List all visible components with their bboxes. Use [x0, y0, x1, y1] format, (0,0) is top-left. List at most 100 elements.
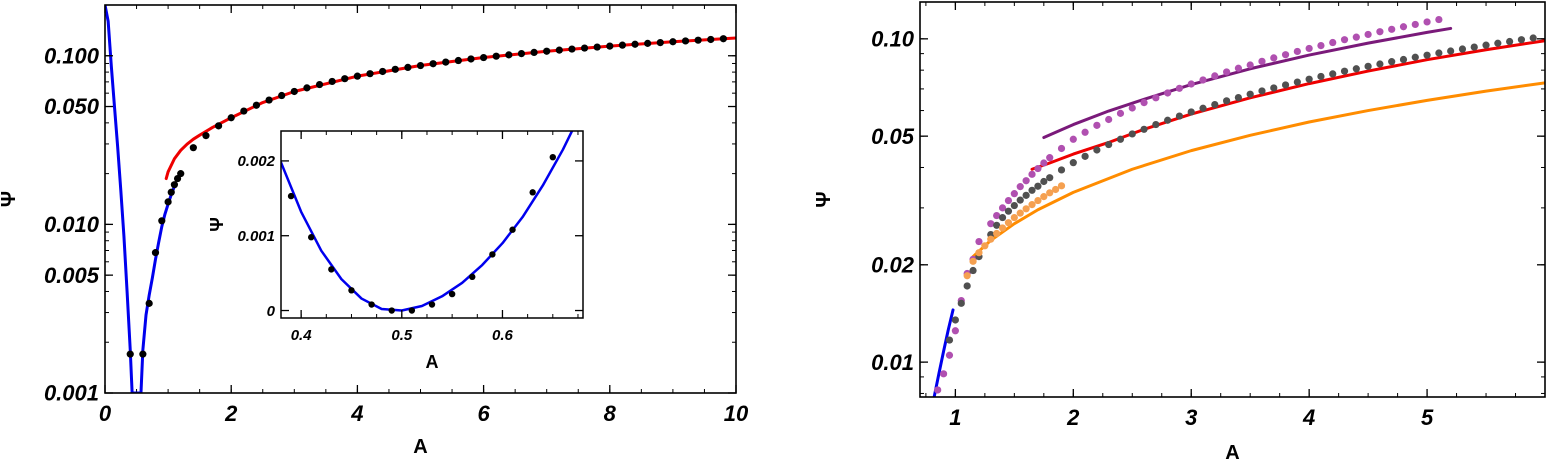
right-chart-series-1-point: [963, 282, 971, 290]
right-chart-series-1-point: [1258, 87, 1266, 95]
inset-chart-y-tick-label: 0.002: [237, 153, 275, 170]
right-chart-series-2-point: [987, 235, 995, 243]
right-chart-series-1-point: [969, 266, 977, 275]
right-chart-series-0-point: [1258, 57, 1266, 65]
left-chart-series-0-point: [618, 41, 627, 49]
inset-chart-series-0-point: [368, 301, 375, 308]
right-chart-series-1-point: [1411, 53, 1419, 61]
right-chart-series-1-point: [1270, 84, 1278, 92]
right-chart-y-axis-title: Ψ: [813, 191, 835, 207]
left-chart-y-tick-label: 0.050: [44, 94, 100, 119]
right-chart-series-1-point: [1458, 45, 1467, 53]
inset-chart-series-0-point: [308, 234, 315, 241]
left-chart-series-0-point: [644, 39, 652, 47]
left-chart-series-0-point: [177, 170, 185, 178]
left-chart-series-layer: [105, 5, 736, 393]
left-chart-x-tick-label: 2: [224, 401, 238, 426]
right-chart-series-0-point: [1016, 183, 1024, 191]
right-chart-series-2-point: [1016, 209, 1024, 217]
right-chart-series-1-point: [1234, 93, 1242, 102]
left-chart-series-0-point: [303, 84, 311, 92]
left-chart-series-0-point: [454, 56, 462, 65]
left-chart-series-0-point: [202, 132, 210, 140]
inset-chart-x-tick-label: 0.5: [391, 327, 413, 344]
right-chart-series-2-point: [969, 257, 977, 265]
left-chart-series-0-point: [530, 48, 538, 56]
left-chart-y-tick-label: 0.100: [44, 43, 100, 68]
left-chart-series-0-point: [656, 38, 664, 47]
left-chart-series-0-point: [366, 70, 374, 78]
right-chart-series-2-point: [993, 229, 1001, 238]
right-chart-series-0-point: [1069, 135, 1077, 143]
left-chart-series-0-point: [126, 350, 134, 358]
right-chart-series-2-point: [1010, 213, 1018, 222]
left-chart-series-0-point: [593, 43, 601, 51]
left-chart-series-0-point: [189, 144, 197, 152]
right-chart-series-6-line: [971, 81, 1545, 259]
inset-chart-y-tick-label: 0: [267, 303, 276, 320]
right-chart-frame: [919, 1, 1546, 398]
left-chart-series-0-point: [505, 51, 513, 59]
inset-chart-x-tick-label: 0.4: [291, 327, 313, 344]
right-chart-series-1-point: [1529, 34, 1537, 42]
right-chart-series-5-line: [1042, 26, 1453, 140]
left-chart-x-tick-label: 10: [724, 401, 749, 426]
right-chart-series-0-point: [945, 351, 954, 359]
right-chart-series-0-point: [1317, 41, 1325, 50]
right-chart-series-2-point: [1034, 196, 1042, 205]
right-chart-series-1-point: [1028, 186, 1036, 194]
left-chart-y-tick-label: 0.005: [44, 263, 100, 288]
left-chart-series-0-point: [214, 122, 223, 130]
inset-chart-series-0-point: [287, 192, 295, 200]
right-chart-series-0-point: [1010, 190, 1018, 198]
right-chart-x-tick-label: 3: [1185, 405, 1197, 430]
inset-chart-series-1-line: [281, 131, 574, 312]
right-chart-x-tick-label: 1: [949, 405, 961, 430]
right-chart-series-1-point: [1447, 47, 1455, 55]
right-chart-series-0-point: [1164, 89, 1172, 97]
inset-chart-y-axis-title: Ψ: [207, 217, 227, 232]
right-chart-series-0-point: [939, 370, 948, 378]
right-chart-series-0-point: [1329, 38, 1337, 47]
right-chart-series-1-point: [1281, 81, 1290, 89]
right-chart-series-0-point: [1093, 121, 1101, 129]
right-chart-series-0-point: [1435, 15, 1443, 24]
right-chart-series-0-point: [1246, 61, 1254, 69]
left-chart-inset: 0.4 0.5 0.6 0 0.001 0.002 A Ψ: [207, 130, 584, 372]
right-chart-series-1-point: [1494, 39, 1502, 47]
left-chart-y-tick-label: 0.010: [44, 212, 100, 237]
left-chart-x-tick-label: 6: [477, 401, 490, 426]
left-chart-series-0-point: [606, 42, 614, 50]
right-chart-series-1-point: [1388, 58, 1396, 66]
left-chart-series-0-point: [145, 299, 153, 307]
left-chart-series-0-point: [517, 49, 526, 58]
right-chart-series-0-point: [1022, 177, 1030, 185]
right-chart-y-tick-label: 0.02: [871, 252, 915, 277]
inset-chart-series-0-point: [428, 301, 436, 308]
right-chart-series-1-point: [1482, 41, 1490, 49]
right-chart-series-1-point: [1517, 36, 1526, 44]
inset-chart-series-0-point: [549, 153, 556, 161]
right-chart-series-2-point: [998, 224, 1007, 232]
left-chart-series-0-point: [543, 47, 551, 55]
right-chart-series-1-point: [1199, 104, 1207, 112]
right-chart-series-1-point: [1046, 174, 1054, 182]
left-chart-series-0-point: [391, 65, 399, 73]
inset-chart-series-0-point: [448, 290, 456, 298]
right-chart-series-0-point: [1199, 76, 1207, 84]
right-chart-series-0-point: [1376, 28, 1384, 36]
inset-chart-series-0-point: [348, 287, 355, 294]
right-chart-y-tick-label: 0.10: [871, 27, 915, 52]
right-chart-series-0-point: [987, 220, 995, 228]
right-chart-series-0-point: [1423, 18, 1431, 26]
left-chart-series-0-point: [290, 87, 298, 96]
right-chart-series-1-point: [1016, 196, 1024, 204]
left-chart-series-0-point: [170, 181, 179, 189]
right-chart-series-1-point: [1093, 146, 1101, 154]
right-chart-series-1-point: [1364, 62, 1372, 70]
right-chart-series-1-point: [1317, 72, 1325, 81]
left-chart-series-0-point: [158, 217, 166, 225]
left-chart-series-0-point: [480, 53, 488, 62]
right-chart-series-0-point: [1105, 115, 1113, 124]
right-chart-series-1-point: [1187, 108, 1195, 116]
